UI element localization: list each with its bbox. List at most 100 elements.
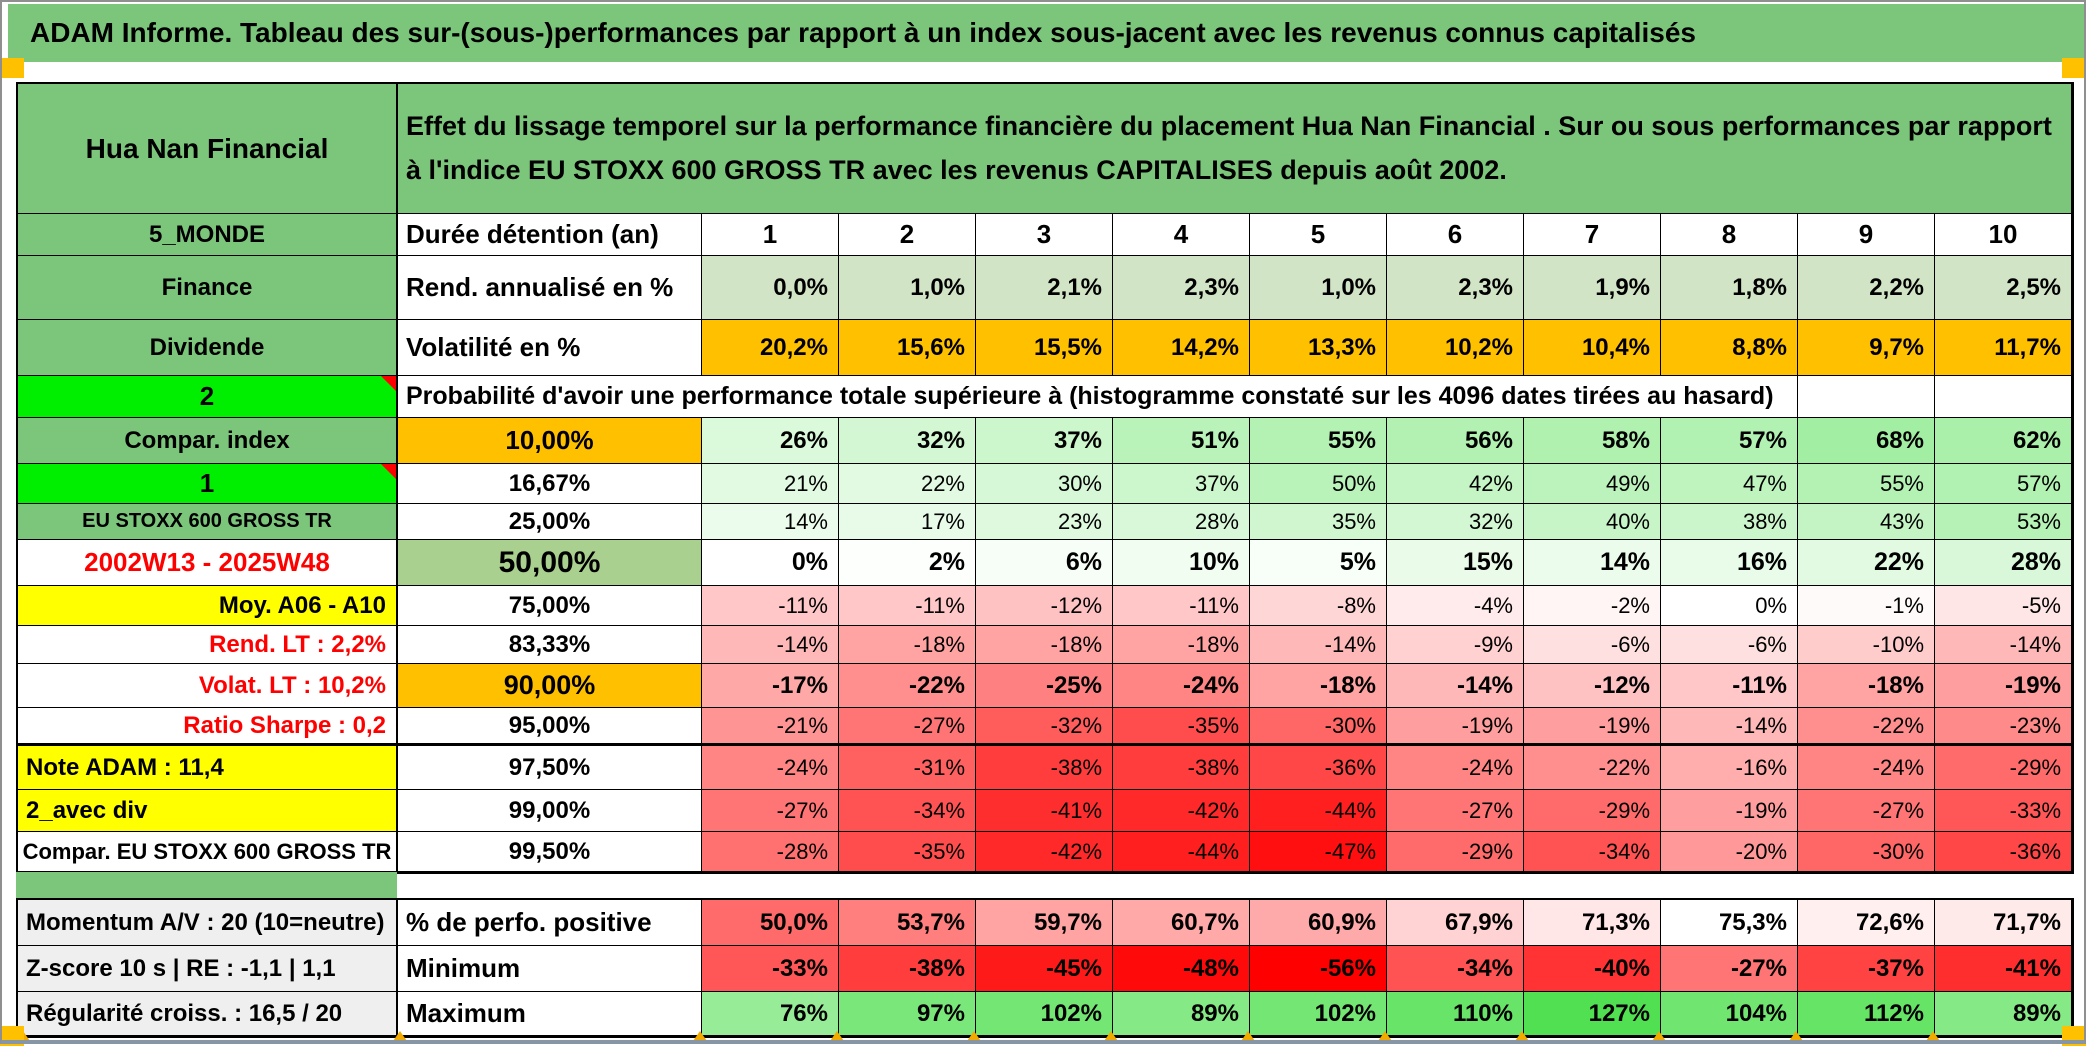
cell-p9500-y3[interactable]: -32% [976,708,1113,746]
row-label[interactable]: Ratio Sharpe : 0,2 [18,708,398,746]
threshold-cell[interactable]: 99,50% [398,832,702,872]
cell-minimum-y1[interactable]: -33% [702,946,839,992]
cell-p2500-y4[interactable]: 28% [1113,504,1250,540]
cell-top2-y6[interactable]: 10,2% [1387,320,1524,376]
cell-p1000-y5[interactable]: 55% [1250,418,1387,464]
cell-p9500-y4[interactable]: -35% [1113,708,1250,746]
cell-minimum-y8[interactable]: -27% [1661,946,1798,992]
cell-p7500-y10[interactable]: -5% [1935,586,2072,626]
cell-p9000-y1[interactable]: -17% [702,664,839,708]
cell-p9900-y5[interactable]: -44% [1250,790,1387,832]
statistics-table[interactable]: Momentum A/V : 20 (10=neutre)% de perfo.… [16,898,2074,1038]
cell-maximum-y8[interactable]: 104% [1661,992,1798,1036]
cell-top1-y10[interactable]: 2,5% [1935,256,2072,320]
cell-p2500-y7[interactable]: 40% [1524,504,1661,540]
cell-p8333-y3[interactable]: -18% [976,626,1113,664]
cell-p9900-y6[interactable]: -27% [1387,790,1524,832]
row-label[interactable]: Moy. A06 - A10 [18,586,398,626]
cell-top0-y4[interactable]: 4 [1113,214,1250,256]
cell-p1667-y1[interactable]: 21% [702,464,839,504]
cell-p5000-y5[interactable]: 5% [1250,540,1387,586]
cell-p9500-y2[interactable]: -27% [839,708,976,746]
cell-p9500-y10[interactable]: -23% [1935,708,2072,746]
threshold-cell[interactable]: 75,00% [398,586,702,626]
cell-p9900-y10[interactable]: -33% [1935,790,2072,832]
cell-p8333-y10[interactable]: -14% [1935,626,2072,664]
stat-row-header[interactable]: Minimum [398,946,702,992]
row-label[interactable]: Compar. EU STOXX 600 GROSS TR [18,832,398,872]
cell-top0-y1[interactable]: 1 [702,214,839,256]
cell-deperfopositive-y7[interactable]: 71,3% [1524,900,1661,946]
cell-p9500-y7[interactable]: -19% [1524,708,1661,746]
cell-p2500-y9[interactable]: 43% [1798,504,1935,540]
cell-minimum-y7[interactable]: -40% [1524,946,1661,992]
cell-p5000-y8[interactable]: 16% [1661,540,1798,586]
row-header[interactable]: Durée détention (an) [398,214,702,256]
cell-p7500-y8[interactable]: 0% [1661,586,1798,626]
cell-p9750-y1[interactable]: -24% [702,746,839,790]
cell-maximum-y9[interactable]: 112% [1798,992,1935,1036]
cell-p9900-y7[interactable]: -29% [1524,790,1661,832]
cell-p7500-y9[interactable]: -1% [1798,586,1935,626]
stat-row-header[interactable]: % de perfo. positive [398,900,702,946]
cell-top2-y4[interactable]: 14,2% [1113,320,1250,376]
cell-p5000-y10[interactable]: 28% [1935,540,2072,586]
cell-p1667-y7[interactable]: 49% [1524,464,1661,504]
cell-p7500-y1[interactable]: -11% [702,586,839,626]
cell-top2-y8[interactable]: 8,8% [1661,320,1798,376]
cell-p9750-y6[interactable]: -24% [1387,746,1524,790]
cell-p9950-y7[interactable]: -34% [1524,832,1661,872]
cell-p8333-y2[interactable]: -18% [839,626,976,664]
cell-p9900-y2[interactable]: -34% [839,790,976,832]
cell-p9000-y3[interactable]: -25% [976,664,1113,708]
cell-maximum-y3[interactable]: 102% [976,992,1113,1036]
cell-p8333-y1[interactable]: -14% [702,626,839,664]
cell-p5000-y6[interactable]: 15% [1387,540,1524,586]
cell-p9750-y9[interactable]: -24% [1798,746,1935,790]
cell-minimum-y9[interactable]: -37% [1798,946,1935,992]
cell-top2-y7[interactable]: 10,4% [1524,320,1661,376]
cell-p8333-y7[interactable]: -6% [1524,626,1661,664]
cell-top0-y6[interactable]: 6 [1387,214,1524,256]
threshold-cell[interactable]: 10,00% [398,418,702,464]
cell-maximum-y7[interactable]: 127% [1524,992,1661,1036]
cell-maximum-y10[interactable]: 89% [1935,992,2072,1036]
cell-top0-y7[interactable]: 7 [1524,214,1661,256]
cell-p5000-y9[interactable]: 22% [1798,540,1935,586]
threshold-cell[interactable]: 99,00% [398,790,702,832]
cell-p9500-y8[interactable]: -14% [1661,708,1798,746]
cell-p9950-y5[interactable]: -47% [1250,832,1387,872]
cell-p9750-y5[interactable]: -36% [1250,746,1387,790]
cell-p8333-y4[interactable]: -18% [1113,626,1250,664]
cell-top0-y9[interactable]: 9 [1798,214,1935,256]
row-header[interactable]: Rend. annualisé en % [398,256,702,320]
row-label[interactable]: 1 [18,464,398,504]
row-label[interactable]: Compar. index [18,418,398,464]
cell-p5000-y3[interactable]: 6% [976,540,1113,586]
cell-p2500-y3[interactable]: 23% [976,504,1113,540]
cell-p9900-y4[interactable]: -42% [1113,790,1250,832]
threshold-cell[interactable]: 16,67% [398,464,702,504]
cell-top2-y10[interactable]: 11,7% [1935,320,2072,376]
threshold-cell[interactable]: 25,00% [398,504,702,540]
cell-p5000-y2[interactable]: 2% [839,540,976,586]
cell-deperfopositive-y2[interactable]: 53,7% [839,900,976,946]
cell-top0-y5[interactable]: 5 [1250,214,1387,256]
row-label[interactable]: Rend. LT : 2,2% [18,626,398,664]
cell-p9750-y3[interactable]: -38% [976,746,1113,790]
cell-p9950-y1[interactable]: -28% [702,832,839,872]
cell-p9750-y7[interactable]: -22% [1524,746,1661,790]
cell-p5000-y1[interactable]: 0% [702,540,839,586]
cell-p8333-y6[interactable]: -9% [1387,626,1524,664]
row-label-dividende[interactable]: Dividende [18,320,398,376]
cell-p1667-y2[interactable]: 22% [839,464,976,504]
cell-maximum-y6[interactable]: 110% [1387,992,1524,1036]
cell-top1-y4[interactable]: 2,3% [1113,256,1250,320]
row-label-5_monde[interactable]: 5_MONDE [18,214,398,256]
cell-p9950-y9[interactable]: -30% [1798,832,1935,872]
cell-p9950-y8[interactable]: -20% [1661,832,1798,872]
cell-p9000-y6[interactable]: -14% [1387,664,1524,708]
cell-p7500-y6[interactable]: -4% [1387,586,1524,626]
cell-maximum-y2[interactable]: 97% [839,992,976,1036]
performance-table[interactable]: Hua Nan Financial Effet du lissage tempor… [16,82,2074,874]
